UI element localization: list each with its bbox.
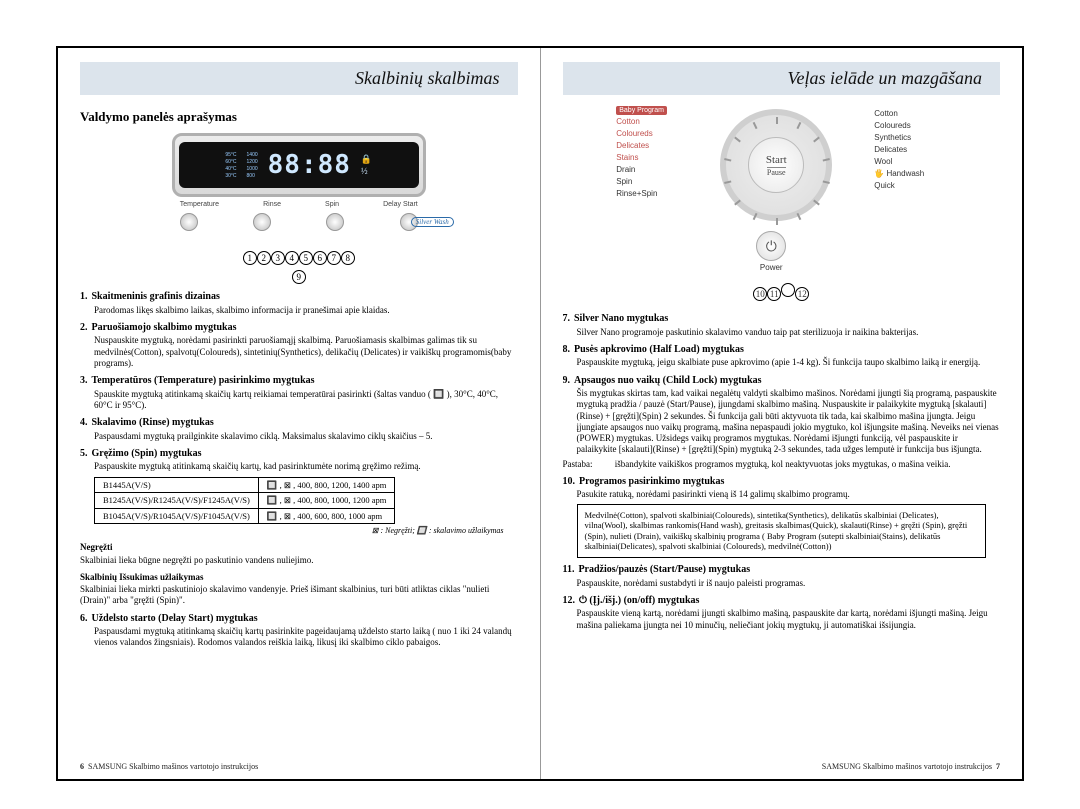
item-6-title: 6.Uždelsto starto (Delay Start) mygtukas xyxy=(80,613,518,626)
item-10-title: 10.Programos pasirinkimo mygtukas xyxy=(563,476,1001,489)
extra-1-t: Skalbiniai lieka būgne negręžti po pasku… xyxy=(80,555,518,566)
table-row: B1245A(V/S)/R1245A(V/S)/F1245A(V/S)🔲 , ⊠… xyxy=(95,493,395,509)
item-9-note: Pastaba: išbandykite vaikiškos programos… xyxy=(563,459,1001,470)
item-10-desc: Pasukite ratuką, norėdami pasirinkti vie… xyxy=(577,489,1001,500)
page-right: Veļas ielāde un mazgāšana Baby Program C… xyxy=(541,48,1023,779)
extra-2-h: Skalbinių Išsukimas užlaikymas xyxy=(80,572,518,583)
item-3-title: 3.Temperatūros (Temperature) pasirinkimo… xyxy=(80,375,518,388)
item-9-desc: Šis mygtukas skirtas tam, kad vaikai neg… xyxy=(577,388,1001,456)
knob xyxy=(326,213,344,231)
callout-numbers-right: 101112 xyxy=(616,283,946,301)
power-icon: ⏻ xyxy=(756,231,786,261)
lcd-temps: 95°C 60°C 40°C 30°C xyxy=(225,152,236,179)
item-9-title: 9.Apsaugos nuo vaikų (Child Lock) mygtuk… xyxy=(563,375,1001,388)
item-5-desc: Paspauskite mygtuką atitinkamą skaičių k… xyxy=(94,461,518,472)
lcd-display: 95°C 60°C 40°C 30°C 1400 1200 1000 800 8… xyxy=(179,142,419,188)
item-3-desc: Spauskite mygtuką atitinkamą skaičių kar… xyxy=(94,389,518,412)
item-1-title: 1.Skaitmeninis grafinis dizainas xyxy=(80,291,518,304)
extra-1-h: Negręžti xyxy=(80,542,518,553)
panel-frame: 95°C 60°C 40°C 30°C 1400 1200 1000 800 8… xyxy=(172,133,426,197)
item-11-title: 11.Pradžios/pauzės (Start/Pause) mygtuka… xyxy=(563,564,1001,577)
item-1-desc: Parodomas likęs skalbimo laikas, skalbim… xyxy=(94,305,518,316)
page-left: Skalbinių skalbimas Valdymo panelės apra… xyxy=(58,48,541,779)
callout-numbers-row1: 12345678 xyxy=(80,251,518,265)
control-panel-figure: 95°C 60°C 40°C 30°C 1400 1200 1000 800 8… xyxy=(144,133,454,243)
item-12-title: 12.⏻ (Įj./išj.) (on/off) mygtukas xyxy=(563,595,1001,608)
item-4-title: 4.Skalavimo (Rinse) mygtukas xyxy=(80,417,518,430)
manual-spread: Skalbinių skalbimas Valdymo panelės apra… xyxy=(56,46,1024,781)
lcd-icons: 🔒 ½ xyxy=(361,154,372,176)
lcd-rpm: 1400 1200 1000 800 xyxy=(247,152,258,179)
item-8-desc: Paspauskite mygtuką, jeigu skalbiate pus… xyxy=(577,357,1001,368)
item-4-desc: Paspausdami mygtuką prailginkite skalavi… xyxy=(94,431,518,442)
panel-button-labels: Temperature Rinse Spin Delay Start xyxy=(180,201,418,208)
item-7-desc: Silver Nano programoje paskutinio skalav… xyxy=(577,327,1001,338)
extra-2-t: Skalbiniai lieka mirkti paskutiniojo ska… xyxy=(80,584,518,607)
item-11-desc: Paspauskite, norėdami sustabdyti ir iš n… xyxy=(577,578,1001,589)
left-content: 1.Skaitmeninis grafinis dizainas Parodom… xyxy=(80,285,518,756)
callout-numbers-row2: 9 xyxy=(80,267,518,285)
page-right-headline: Veļas ielāde un mazgāšana xyxy=(563,62,1001,95)
footer-right: SAMSUNG Skalbimo mašinos vartotojo instr… xyxy=(563,756,1001,771)
dial-left-list: Baby Program Cotton Coloureds Delicates … xyxy=(616,105,680,201)
item-5-title: 5.Gręžimo (Spin) mygtukas xyxy=(80,448,518,461)
footer-left: 6 SAMSUNG Skalbimo mašinos vartotojo ins… xyxy=(80,756,518,771)
start-pause-knob: Start Pause xyxy=(748,137,804,193)
knob xyxy=(180,213,198,231)
power-area: ⏻ Power xyxy=(756,231,786,272)
right-content: 7.Silver Nano mygtukas Silver Nano progr… xyxy=(563,307,1001,756)
silverwash-badge: Silver Wash xyxy=(411,217,454,227)
knob xyxy=(253,213,271,231)
program-dial: Start Pause xyxy=(720,109,832,221)
item-2-desc: Nuspauskite mygtuką, norėdami pasirinkti… xyxy=(94,335,518,369)
item-12-desc: Paspauskite vieną kartą, norėdami įjungt… xyxy=(577,608,1001,631)
table-row: B1445A(V/S)🔲 , ⊠ , 400, 800, 1200, 1400 … xyxy=(95,477,395,493)
dial-right-list: Cotton Coloureds Synthetics Delicates Wo… xyxy=(874,109,946,193)
table-row: B1045A(V/S)/R1045A(V/S)/F1045A(V/S)🔲 , ⊠… xyxy=(95,508,395,524)
item-7-title: 7.Silver Nano mygtukas xyxy=(563,313,1001,326)
panel-knob-row xyxy=(180,213,418,231)
baby-program-badge: Baby Program xyxy=(616,106,667,115)
spin-table-note: ⊠ : Negręžti; 🔲 : skalavimo užlaikymas xyxy=(80,526,504,536)
item-6-desc: Paspausdami mygtuką atitinkamą skaičių k… xyxy=(94,626,518,649)
item-8-title: 8.Pusės apkrovimo (Half Load) mygtukas xyxy=(563,344,1001,357)
programs-box: Medvilnė(Cotton), spalvoti skalbiniai(Co… xyxy=(577,504,987,559)
page-left-headline: Skalbinių skalbimas xyxy=(80,62,518,95)
program-dial-figure: Baby Program Cotton Coloureds Delicates … xyxy=(616,101,946,301)
power-label: Power xyxy=(756,263,786,272)
lcd-segments: 88:88 xyxy=(268,150,351,180)
panel-subtitle: Valdymo panelės aprašymas xyxy=(80,109,518,125)
spin-table: B1445A(V/S)🔲 , ⊠ , 400, 800, 1200, 1400 … xyxy=(94,477,395,525)
item-2-title: 2.Paruošiamojo skalbimo mygtukas xyxy=(80,322,518,335)
